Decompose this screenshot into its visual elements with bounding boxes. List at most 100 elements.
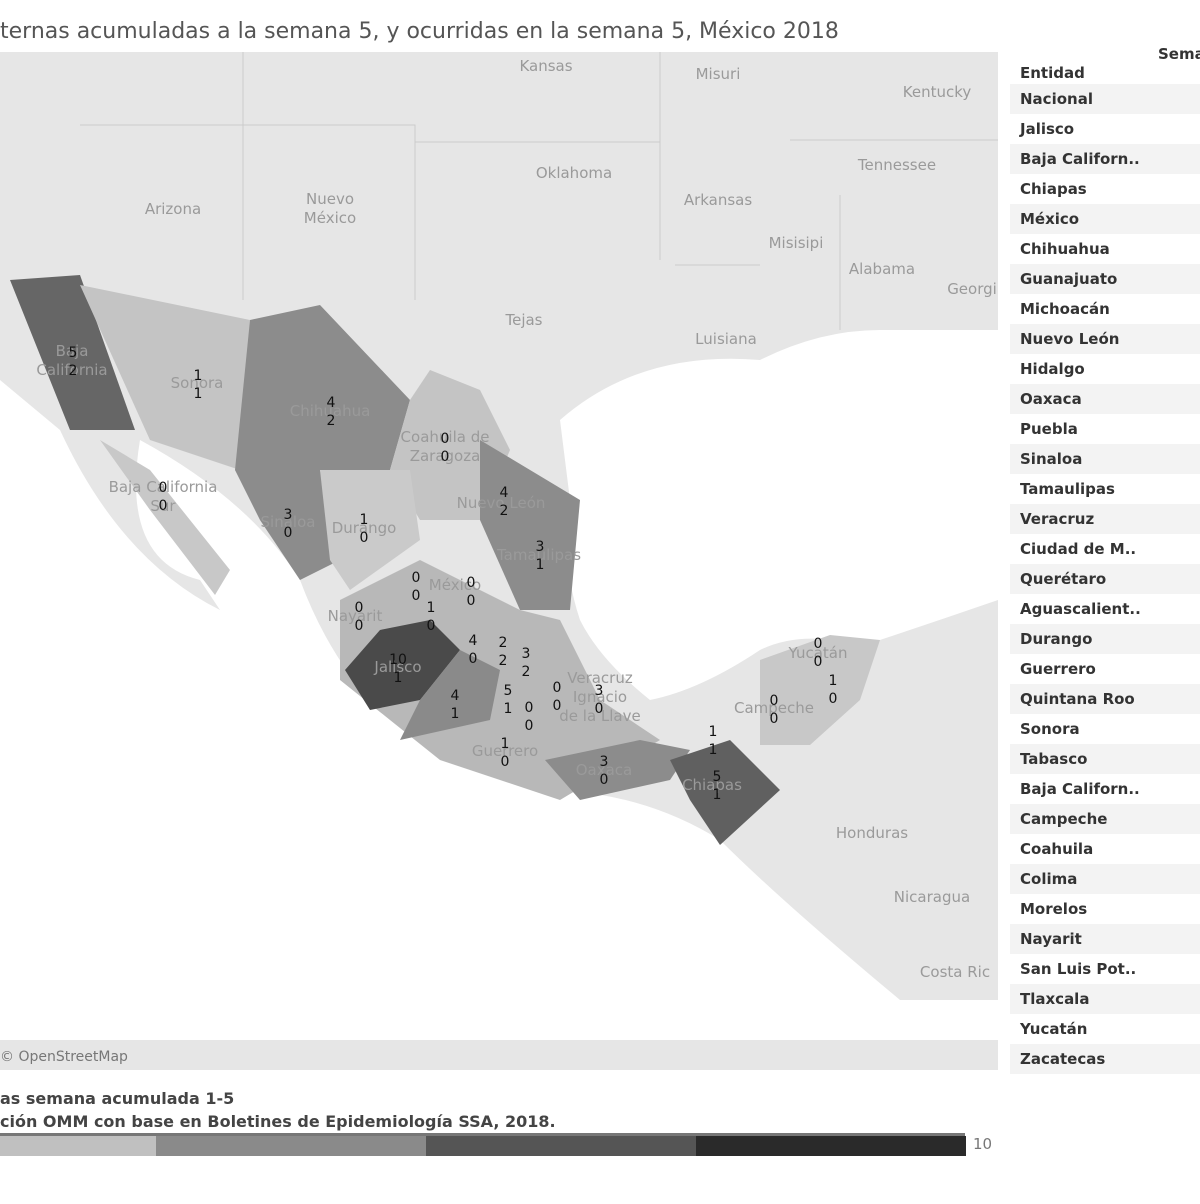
state-accumulated: 5 (504, 683, 513, 699)
table-cell: Hidalgo (1020, 360, 1085, 378)
table-row-band (1010, 1044, 1200, 1074)
table-cell: Quintana Roo (1020, 690, 1135, 708)
place-label: México (429, 576, 481, 594)
state-accumulated: 1 (501, 736, 510, 752)
state-week: 2 (500, 503, 509, 519)
table-header: Sema (1158, 45, 1200, 63)
place-label: Nayarit (328, 607, 383, 625)
state-accumulated: 0 (441, 431, 450, 447)
legend-swatch (426, 1136, 696, 1156)
state-week: 0 (467, 593, 476, 609)
place-label: Veracruz Ignacio de la Llave (559, 669, 640, 725)
table-row-band (1010, 294, 1200, 324)
place-label: Chiapas (682, 776, 742, 794)
state (345, 620, 460, 710)
table-cell: Puebla (1020, 420, 1078, 438)
state-accumulated: 0 (412, 570, 421, 586)
state (480, 440, 580, 610)
legend-line (0, 1133, 965, 1136)
state-week: 1 (504, 701, 513, 717)
state-week: 2 (327, 413, 336, 429)
state-week: 0 (441, 449, 450, 465)
state-accumulated: 0 (467, 575, 476, 591)
gulf (560, 330, 998, 700)
place-label: Nicaragua (894, 888, 970, 906)
table-row-band (1010, 684, 1200, 714)
table-cell: Sonora (1020, 720, 1080, 738)
place-label: Jalisco (373, 658, 421, 676)
table-row-band (1010, 384, 1200, 414)
place-label: Sinaloa (261, 513, 316, 531)
table-cell: Colima (1020, 870, 1077, 888)
table-cell: Coahuila (1020, 840, 1093, 858)
state-week: 0 (600, 772, 609, 788)
place-label: Chihuahua (290, 402, 371, 420)
state-week: 0 (360, 530, 369, 546)
place-label: Guerrero (472, 742, 538, 760)
place-label: Honduras (836, 824, 908, 842)
table-cell: Chiapas (1020, 180, 1087, 198)
state-week: 1 (194, 386, 203, 402)
table-row-band (1010, 714, 1200, 744)
state (670, 740, 780, 845)
state-accumulated: 0 (814, 636, 823, 652)
legend-swatch (696, 1136, 966, 1156)
place-label: Arkansas (684, 191, 753, 209)
table-row-band (1010, 774, 1200, 804)
place-label: Oaxaca (576, 761, 633, 779)
table-cell: Michoacán (1020, 300, 1110, 318)
state-accumulated: 1 (427, 600, 436, 616)
state (340, 560, 660, 800)
place-label: Misisipi (769, 234, 824, 252)
state-accumulated: 1 (360, 512, 369, 528)
table-row-band (1010, 84, 1200, 114)
state-week: 0 (159, 498, 168, 514)
state-accumulated: 3 (600, 754, 609, 770)
table-row-band (1010, 174, 1200, 204)
place-label: Sonora (171, 374, 224, 392)
table-row-band (1010, 954, 1200, 984)
place-label: Tejas (504, 311, 542, 329)
place-label: Baja California Sur (109, 478, 218, 515)
table-row-band (1010, 204, 1200, 234)
state-accumulated: 0 (770, 693, 779, 709)
footer-line: ción OMM con base en Boletines de Epidem… (0, 1112, 556, 1131)
table-row-band (1010, 234, 1200, 264)
legend-swatch (0, 1136, 156, 1156)
legend: 10 (0, 1133, 992, 1156)
state (80, 285, 250, 470)
state-accumulated: 0 (525, 700, 534, 716)
table-row-band (1010, 144, 1200, 174)
state-week: 0 (284, 525, 293, 541)
table-cell: Morelos (1020, 900, 1087, 918)
state-accumulated: 10 (389, 652, 407, 668)
table-cell: México (1020, 210, 1079, 228)
table-row-band (1010, 504, 1200, 534)
footer-line: as semana acumulada 1-5 (0, 1089, 234, 1108)
state-week: 0 (525, 718, 534, 734)
state (235, 305, 410, 490)
place-label: Coahuila de Zaragoza (401, 428, 490, 465)
state-accumulated: 0 (355, 600, 364, 616)
place-label: Nuevo León (457, 494, 546, 512)
state-week: 2 (522, 664, 531, 680)
state-accumulated: 3 (595, 683, 604, 699)
table-cell: Aguascalient.. (1020, 600, 1141, 618)
table-cell: Baja Californ.. (1020, 780, 1140, 798)
table-row-band (1010, 864, 1200, 894)
place-label: Baja California (36, 342, 107, 379)
state-week: 0 (501, 754, 510, 770)
table-cell: Tamaulipas (1020, 480, 1115, 498)
table-header: Entidad (1020, 64, 1085, 82)
state-week: 0 (553, 698, 562, 714)
table-row-band (1010, 114, 1200, 144)
place-label: Nuevo México (304, 190, 356, 227)
state-week: 0 (814, 654, 823, 670)
state-week: 0 (595, 701, 604, 717)
state (545, 740, 690, 800)
table-row-band (1010, 624, 1200, 654)
place-label: Georgi (947, 280, 997, 298)
table-cell: Nayarit (1020, 930, 1082, 948)
state-accumulated: 3 (536, 539, 545, 555)
